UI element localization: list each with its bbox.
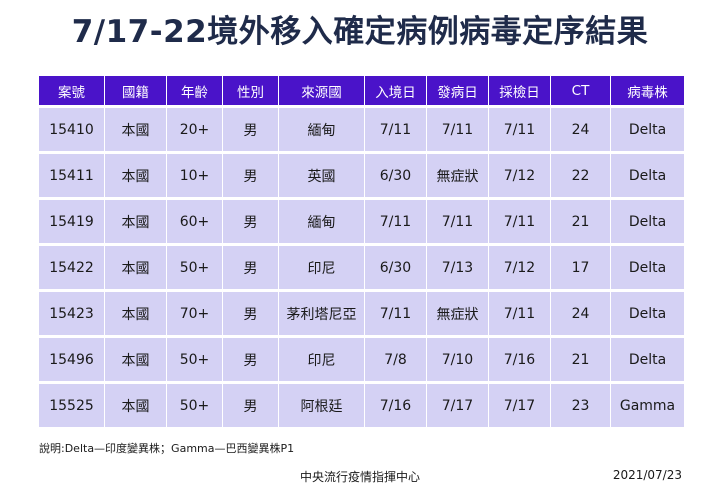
cell-nationality: 本國 (105, 151, 167, 197)
header-strain: 病毒株 (611, 76, 684, 105)
cell-origin-country: 緬甸 (279, 197, 365, 243)
footnote: 說明:Delta—印度變異株；Gamma—巴西變異株P1 (39, 442, 295, 455)
table-row: 15410 本國 20+ 男緬甸 7/11 7/11 7/11 24 Delta (39, 105, 684, 151)
cell-entry-date: 7/16 (365, 381, 427, 427)
cell-strain: Delta (611, 105, 684, 151)
cell-test-date: 7/16 (489, 335, 551, 381)
cell-origin-country: 阿根廷 (279, 381, 365, 427)
cell-ct: 24 (551, 289, 611, 335)
cell-onset-date: 7/11 (427, 105, 489, 151)
cell-nationality: 本國 (105, 197, 167, 243)
cell-sex: 男 (223, 105, 279, 151)
table-row: 15419 本國 60+ 男緬甸 7/11 7/11 7/11 21 Delta (39, 197, 684, 243)
cell-case-no: 15422 (39, 243, 105, 289)
footer-date: 2021/07/23 (612, 468, 682, 482)
table-row: 15525 本國 50+ 男阿根廷 7/16 7/17 7/17 23 Gamma (39, 381, 684, 427)
header-onset-date: 發病日 (427, 76, 489, 105)
cell-entry-date: 7/8 (365, 335, 427, 381)
cell-nationality: 本國 (105, 335, 167, 381)
cell-ct: 21 (551, 197, 611, 243)
cell-sex: 男 (223, 243, 279, 289)
cell-ct: 23 (551, 381, 611, 427)
header-nationality: 國籍 (105, 76, 167, 105)
cell-sex: 男 (223, 289, 279, 335)
cell-ct: 21 (551, 335, 611, 381)
cell-ct: 17 (551, 243, 611, 289)
cell-ct: 22 (551, 151, 611, 197)
cell-nationality: 本國 (105, 381, 167, 427)
cell-strain: Gamma (611, 381, 684, 427)
cell-origin-country: 印尼 (279, 243, 365, 289)
cell-onset-date: 7/10 (427, 335, 489, 381)
cell-test-date: 7/12 (489, 151, 551, 197)
cell-onset-date: 7/17 (427, 381, 489, 427)
cell-sex: 男 (223, 197, 279, 243)
cell-ct: 24 (551, 105, 611, 151)
cell-age: 50+ (167, 381, 223, 427)
table-row: 15496 本國 50+ 男印尼 7/8 7/10 7/16 21 Delta (39, 335, 684, 381)
cell-onset-date: 7/13 (427, 243, 489, 289)
cell-test-date: 7/11 (489, 289, 551, 335)
cell-onset-date: 7/11 (427, 197, 489, 243)
cell-strain: Delta (611, 289, 684, 335)
cell-onset-date: 無症狀 (427, 289, 489, 335)
cell-case-no: 15496 (39, 335, 105, 381)
results-table: 案號 國籍 年齡 性別 來源國 入境日 發病日 採檢日 CT 病毒株 15410… (39, 76, 684, 427)
cell-sex: 男 (223, 335, 279, 381)
cell-onset-date: 無症狀 (427, 151, 489, 197)
cell-age: 70+ (167, 289, 223, 335)
cell-test-date: 7/11 (489, 105, 551, 151)
table-row: 15423 本國 70+ 男茅利塔尼亞 7/11 無症狀 7/11 24 Delta (39, 289, 684, 335)
cell-origin-country: 印尼 (279, 335, 365, 381)
cell-entry-date: 7/11 (365, 105, 427, 151)
cell-strain: Delta (611, 243, 684, 289)
cell-age: 10+ (167, 151, 223, 197)
table-row: 15422 本國 50+ 男印尼 6/30 7/13 7/12 17 Delta (39, 243, 684, 289)
cell-strain: Delta (611, 151, 684, 197)
cell-case-no: 15525 (39, 381, 105, 427)
cell-age: 20+ (167, 105, 223, 151)
cell-origin-country: 緬甸 (279, 105, 365, 151)
cell-test-date: 7/17 (489, 381, 551, 427)
header-case-no: 案號 (39, 76, 105, 105)
cell-strain: Delta (611, 197, 684, 243)
cell-age: 50+ (167, 335, 223, 381)
table-row: 15411 本國 10+ 男英國 6/30 無症狀 7/12 22 Delta (39, 151, 684, 197)
cell-case-no: 15411 (39, 151, 105, 197)
header-age: 年齡 (167, 76, 223, 105)
cell-strain: Delta (611, 335, 684, 381)
cell-entry-date: 7/11 (365, 289, 427, 335)
cell-entry-date: 6/30 (365, 243, 427, 289)
cell-nationality: 本國 (105, 105, 167, 151)
cell-case-no: 15423 (39, 289, 105, 335)
cell-entry-date: 6/30 (365, 151, 427, 197)
cell-sex: 男 (223, 381, 279, 427)
cell-nationality: 本國 (105, 289, 167, 335)
page-title: 7/17-22境外移入確定病例病毒定序結果 (71, 14, 649, 50)
header-sex: 性別 (223, 76, 279, 105)
cell-origin-country: 茅利塔尼亞 (279, 289, 365, 335)
cell-test-date: 7/11 (489, 197, 551, 243)
table-header-row: 案號 國籍 年齡 性別 來源國 入境日 發病日 採檢日 CT 病毒株 (39, 76, 684, 105)
cell-age: 60+ (167, 197, 223, 243)
cell-entry-date: 7/11 (365, 197, 427, 243)
footer-source: 中央流行疫情指揮中心 (299, 470, 420, 484)
cell-nationality: 本國 (105, 243, 167, 289)
header-entry-date: 入境日 (365, 76, 427, 105)
header-origin-country: 來源國 (279, 76, 365, 105)
cell-case-no: 15419 (39, 197, 105, 243)
cell-case-no: 15410 (39, 105, 105, 151)
cell-origin-country: 英國 (279, 151, 365, 197)
header-ct: CT (551, 76, 611, 105)
cell-test-date: 7/12 (489, 243, 551, 289)
cell-sex: 男 (223, 151, 279, 197)
cell-age: 50+ (167, 243, 223, 289)
header-test-date: 採檢日 (489, 76, 551, 105)
